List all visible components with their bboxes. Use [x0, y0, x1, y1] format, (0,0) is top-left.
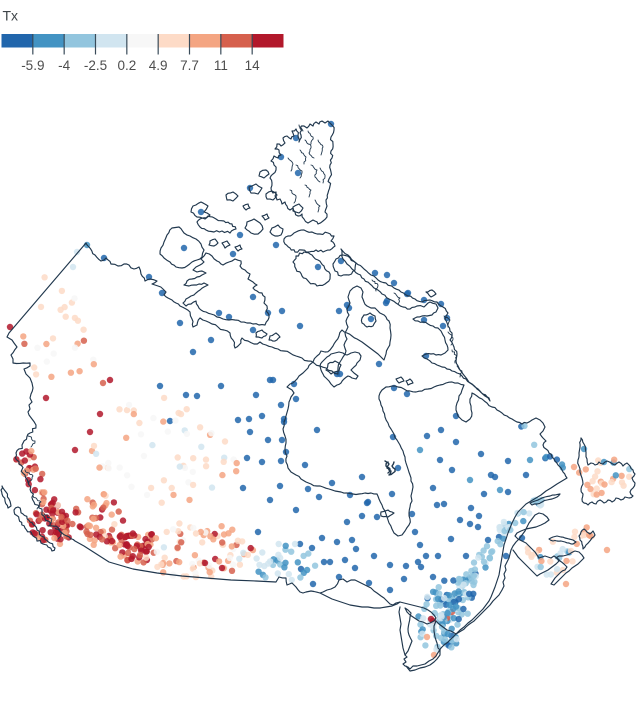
- svg-text:-4: -4: [58, 58, 70, 73]
- svg-text:-5.9: -5.9: [21, 58, 44, 73]
- svg-text:14: 14: [245, 58, 261, 73]
- svg-text:0.2: 0.2: [117, 58, 136, 73]
- svg-text:4.9: 4.9: [149, 58, 168, 73]
- svg-text:11: 11: [214, 58, 228, 73]
- svg-text:7.7: 7.7: [180, 58, 199, 73]
- svg-text:Tx: Tx: [3, 8, 19, 24]
- svg-text:-2.5: -2.5: [84, 58, 107, 73]
